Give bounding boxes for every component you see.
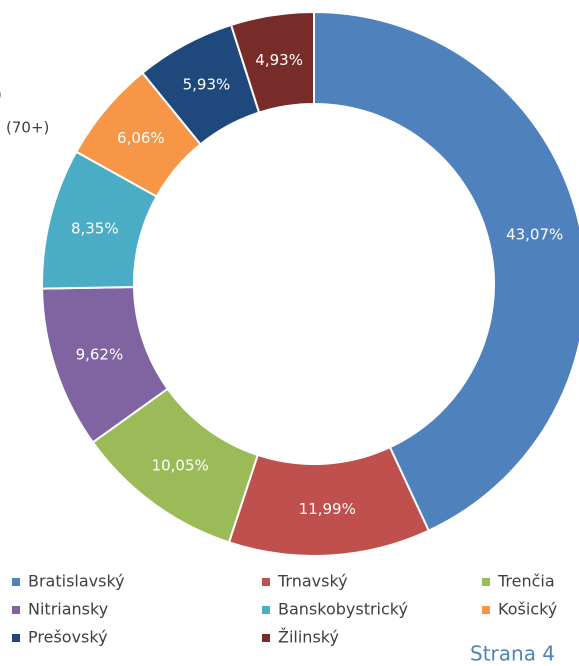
legend-swatch bbox=[482, 578, 490, 586]
legend-swatch bbox=[262, 606, 270, 614]
legend-label: Bratislavský bbox=[28, 572, 125, 591]
legend-swatch bbox=[12, 578, 20, 586]
donut-slice bbox=[229, 10, 315, 114]
data-label: 8,35% bbox=[71, 220, 119, 238]
legend-swatch bbox=[12, 634, 20, 642]
data-label: 4,93% bbox=[255, 51, 303, 69]
data-label: 5,93% bbox=[183, 76, 231, 94]
data-label: 43,07% bbox=[506, 226, 563, 244]
legend-swatch bbox=[262, 634, 270, 642]
donut-slice bbox=[313, 10, 579, 532]
legend-swatch bbox=[12, 606, 20, 614]
legend-label: Prešovský bbox=[28, 628, 108, 647]
page-footer: Strana 4 bbox=[470, 642, 555, 666]
legend-swatch bbox=[482, 606, 490, 614]
legend-label: Banskobystrický bbox=[278, 600, 408, 619]
annotation: (70+) bbox=[6, 119, 49, 137]
data-label: 11,99% bbox=[299, 500, 356, 518]
data-label: 9,62% bbox=[76, 345, 124, 363]
legend-label: Trnavský bbox=[277, 572, 348, 591]
legend-swatch bbox=[262, 578, 270, 586]
data-label: 6,06% bbox=[117, 129, 165, 147]
legend-label: Žilinský bbox=[278, 628, 339, 647]
legend-label: Trenčia bbox=[497, 572, 555, 591]
data-label: 10,05% bbox=[152, 457, 209, 475]
legend-label: Nitriansky bbox=[28, 600, 108, 619]
legend-label: Košický bbox=[498, 600, 557, 619]
annotation: ) bbox=[0, 86, 2, 104]
